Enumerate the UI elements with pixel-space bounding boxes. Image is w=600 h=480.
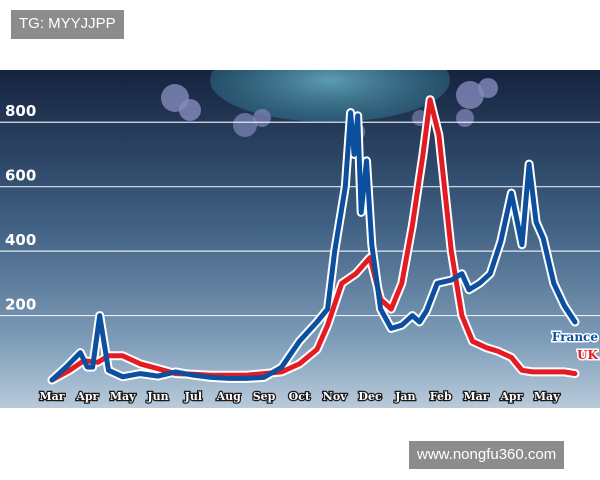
chart-panel: 200 400 600 800 Mar Apr May Jun Jul Aug Sep Oct Nov… xyxy=(0,70,600,408)
legend-label-uk: UK xyxy=(577,348,598,362)
x-tick-label: Jul xyxy=(184,390,202,403)
y-tick-label: 400 xyxy=(5,231,36,249)
x-tick-label: Nov xyxy=(323,390,347,403)
watermark-bottom: www.nongfu360.com xyxy=(409,441,565,469)
y-tick-label: 600 xyxy=(5,167,36,185)
x-tick-label: Mar xyxy=(463,390,488,403)
x-tick-label: Apr xyxy=(75,390,98,403)
x-tick-label: Sep xyxy=(253,390,276,403)
x-tick-label: Mar xyxy=(39,390,64,403)
series-line-uk xyxy=(49,97,578,383)
x-tick-label: May xyxy=(110,390,136,403)
line-chart: 200 400 600 800 Mar Apr May Jun Jul Aug Sep Oct Nov… xyxy=(0,70,600,408)
legend-label-france: France xyxy=(552,330,598,344)
y-tick-label: 200 xyxy=(5,296,36,314)
series-line-france xyxy=(49,110,578,383)
x-tick-label: Feb xyxy=(430,390,452,403)
x-tick-label: Oct xyxy=(289,390,311,403)
y-tick-label: 800 xyxy=(5,102,36,120)
x-tick-label: Aug xyxy=(216,390,242,403)
watermark-top: TG: MYYJJPP xyxy=(11,10,124,39)
x-tick-label: Dec xyxy=(358,390,382,403)
x-tick-label: Apr xyxy=(499,390,522,403)
x-tick-label: Jan xyxy=(394,390,415,403)
x-tick-label: Jun xyxy=(146,390,168,403)
x-tick-label: May xyxy=(534,390,560,403)
